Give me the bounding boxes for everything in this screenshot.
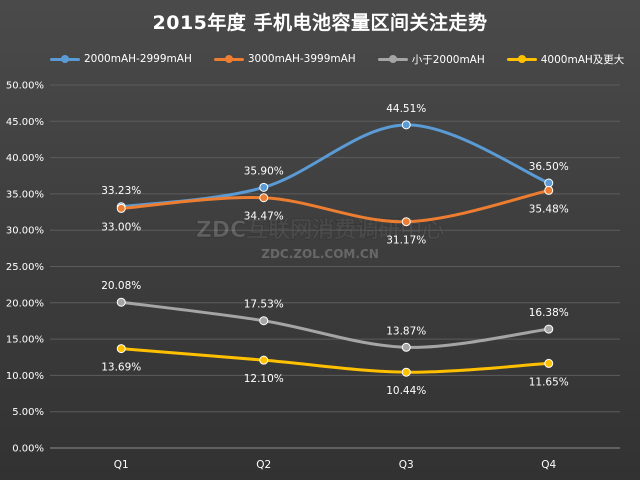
- legend-item: 2000mAH-2999mAH: [50, 53, 192, 65]
- y-tick-label: 30.00%: [6, 226, 44, 237]
- legend-swatch: [213, 54, 244, 63]
- y-tick-label: 15.00%: [6, 335, 44, 346]
- data-point: [544, 185, 554, 195]
- y-tick-label: 50.00%: [6, 81, 44, 92]
- chart-legend: 2000mAH-2999mAH 3000mAH-3999mAH 小于2000mAH 4…: [50, 50, 624, 68]
- series-line: [119, 300, 551, 349]
- chart-title: 2015年度 手机电池容量区间关注走势: [152, 12, 488, 34]
- y-tick-label: 20.00%: [6, 298, 44, 309]
- y-tick-label: 0.00%: [12, 444, 44, 455]
- data-label: 34.47%: [244, 211, 284, 223]
- legend-label: 2000mAH-2999mAH: [84, 53, 192, 65]
- data-point: [401, 120, 411, 130]
- y-tick-label: 5.00%: [12, 407, 44, 418]
- data-point: [116, 297, 126, 307]
- data-label: 10.44%: [386, 385, 426, 397]
- y-tick-label: 25.00%: [6, 262, 44, 273]
- data-label: 12.10%: [244, 373, 284, 385]
- y-tick-label: 40.00%: [6, 153, 44, 164]
- legend-label: 3000mAH-3999mAH: [247, 53, 356, 65]
- data-point: [259, 193, 269, 203]
- data-label: 13.69%: [101, 362, 141, 374]
- series-line: [119, 347, 551, 374]
- x-tick-label: Q3: [399, 459, 414, 471]
- legend-item: 小于2000mAH: [377, 52, 485, 67]
- data-label: 35.90%: [244, 165, 284, 177]
- data-point: [259, 355, 269, 365]
- legend-label: 4000mAH及更大: [540, 53, 625, 66]
- data-point: [259, 316, 269, 326]
- y-tick-label: 45.00%: [6, 117, 44, 128]
- data-label: 17.53%: [244, 299, 284, 311]
- legend-item: 3000mAH-3999mAH: [213, 53, 356, 65]
- legend-swatch: [506, 54, 537, 63]
- data-point: [544, 178, 554, 188]
- legend-swatch: [50, 54, 80, 63]
- data-point: [116, 203, 126, 213]
- watermark-url: ZDC.ZOL.COM.CN: [261, 247, 379, 261]
- data-label: 44.51%: [386, 103, 426, 115]
- data-point: [544, 358, 554, 368]
- legend-item: 4000mAH及更大: [506, 52, 625, 67]
- data-point: [259, 182, 269, 192]
- data-label: 36.50%: [529, 161, 569, 173]
- series-line: [119, 123, 551, 209]
- data-label: 11.65%: [529, 376, 569, 388]
- legend-swatch: [377, 54, 408, 63]
- data-point: [401, 342, 411, 352]
- data-label: 35.48%: [529, 203, 569, 215]
- legend-label: 小于2000mAH: [411, 53, 485, 66]
- y-tick-label: 35.00%: [6, 189, 44, 200]
- data-point: [401, 217, 411, 227]
- x-tick-label: Q1: [114, 459, 129, 471]
- data-point: [401, 367, 411, 377]
- data-label: 13.87%: [386, 325, 426, 337]
- series-line: [119, 188, 551, 224]
- data-label: 33.00%: [101, 221, 141, 233]
- data-point: [544, 324, 554, 334]
- data-label: 33.23%: [101, 185, 141, 197]
- data-label: 31.17%: [386, 235, 426, 247]
- data-point: [116, 344, 126, 354]
- y-tick-label: 10.00%: [6, 371, 44, 382]
- data-label: 20.08%: [101, 280, 141, 292]
- x-tick-label: Q4: [541, 459, 556, 471]
- x-tick-label: Q2: [256, 459, 271, 471]
- data-label: 16.38%: [529, 307, 569, 319]
